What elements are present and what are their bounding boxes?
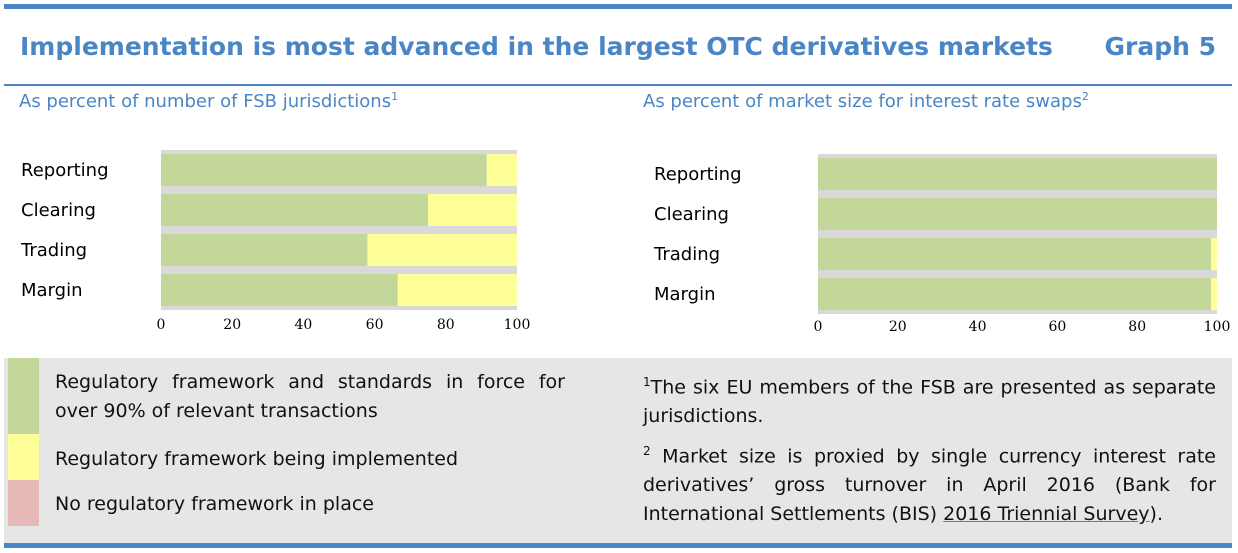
bottom-rule [4,543,1232,548]
x-tick-label-80: 80 [1128,319,1146,335]
category-label-reporting: Reporting [654,164,742,185]
bar-trading-series-0 [161,234,368,266]
x-tick-label-100: 100 [504,317,531,333]
bar-reporting-series-1 [486,154,517,186]
triennial-survey-link[interactable]: 2016 Triennial Survey [943,503,1150,526]
x-tick-label-0: 0 [157,317,166,333]
x-tick-label-40: 40 [294,317,312,333]
left-panel-subtitle: As percent of number of FSB jurisdiction… [19,90,399,112]
right-bar-chart: Reporting Clearing Trading Margin 0 20 40 60 80 1… [653,154,1231,335]
bar-trading-series-0 [818,238,1212,270]
category-label-clearing: Clearing [654,204,729,225]
category-label-clearing: Clearing [21,200,96,221]
bar-margin-series-1 [397,274,517,306]
category-label-trading: Trading [653,244,720,265]
bar-reporting-series-0 [818,158,1217,190]
bar-reporting-series-0 [161,154,487,186]
page-title: Implementation is most advanced in the l… [20,32,1053,61]
x-tick-label-0: 0 [814,319,823,335]
x-tick-label-40: 40 [969,319,987,335]
category-label-reporting: Reporting [21,160,109,181]
bar-clearing-series-0 [161,194,428,226]
x-tick-label-100: 100 [1204,319,1231,335]
header-rule [4,84,1232,86]
bar-clearing-series-0 [818,198,1217,230]
top-rule [4,4,1232,9]
x-tick-label-80: 80 [437,317,455,333]
left-bar-chart: Reporting Clearing Trading Margin 0 20 40 60 80 1… [20,150,531,333]
legend-swatch-in-force [8,358,39,434]
bar-trading-series-1 [367,234,517,266]
bar-margin-series-0 [161,274,398,306]
legend-label-implementing: Regulatory framework being implemented [55,448,459,470]
legend-notes-panel: Regulatory framework and standards in fo… [4,358,1232,543]
bar-margin-series-1 [1211,278,1217,310]
x-tick-label-20: 20 [889,319,907,335]
footnote-2: 2 Market size is proxied by single curre… [643,444,1216,526]
legend-label-in-force: Regulatory framework and standards in fo… [55,371,565,422]
x-tick-label-20: 20 [223,317,241,333]
category-label-margin: Margin [654,284,715,305]
x-tick-label-60: 60 [1048,319,1066,335]
legend-swatch-none [8,480,39,526]
right-panel-subtitle: As percent of market size for interest r… [643,90,1089,112]
graph-label: Graph 5 [1104,32,1216,61]
legend-label-none: No regulatory framework in place [55,493,374,515]
category-label-trading: Trading [20,240,87,261]
footnote-1: 1The six EU members of the FSB are prese… [643,375,1216,428]
x-tick-label-60: 60 [366,317,384,333]
legend-swatch-implementing [8,434,39,480]
bar-margin-series-0 [818,278,1212,310]
bar-trading-series-1 [1211,238,1217,270]
bar-clearing-series-1 [428,194,517,226]
category-label-margin: Margin [21,280,82,301]
